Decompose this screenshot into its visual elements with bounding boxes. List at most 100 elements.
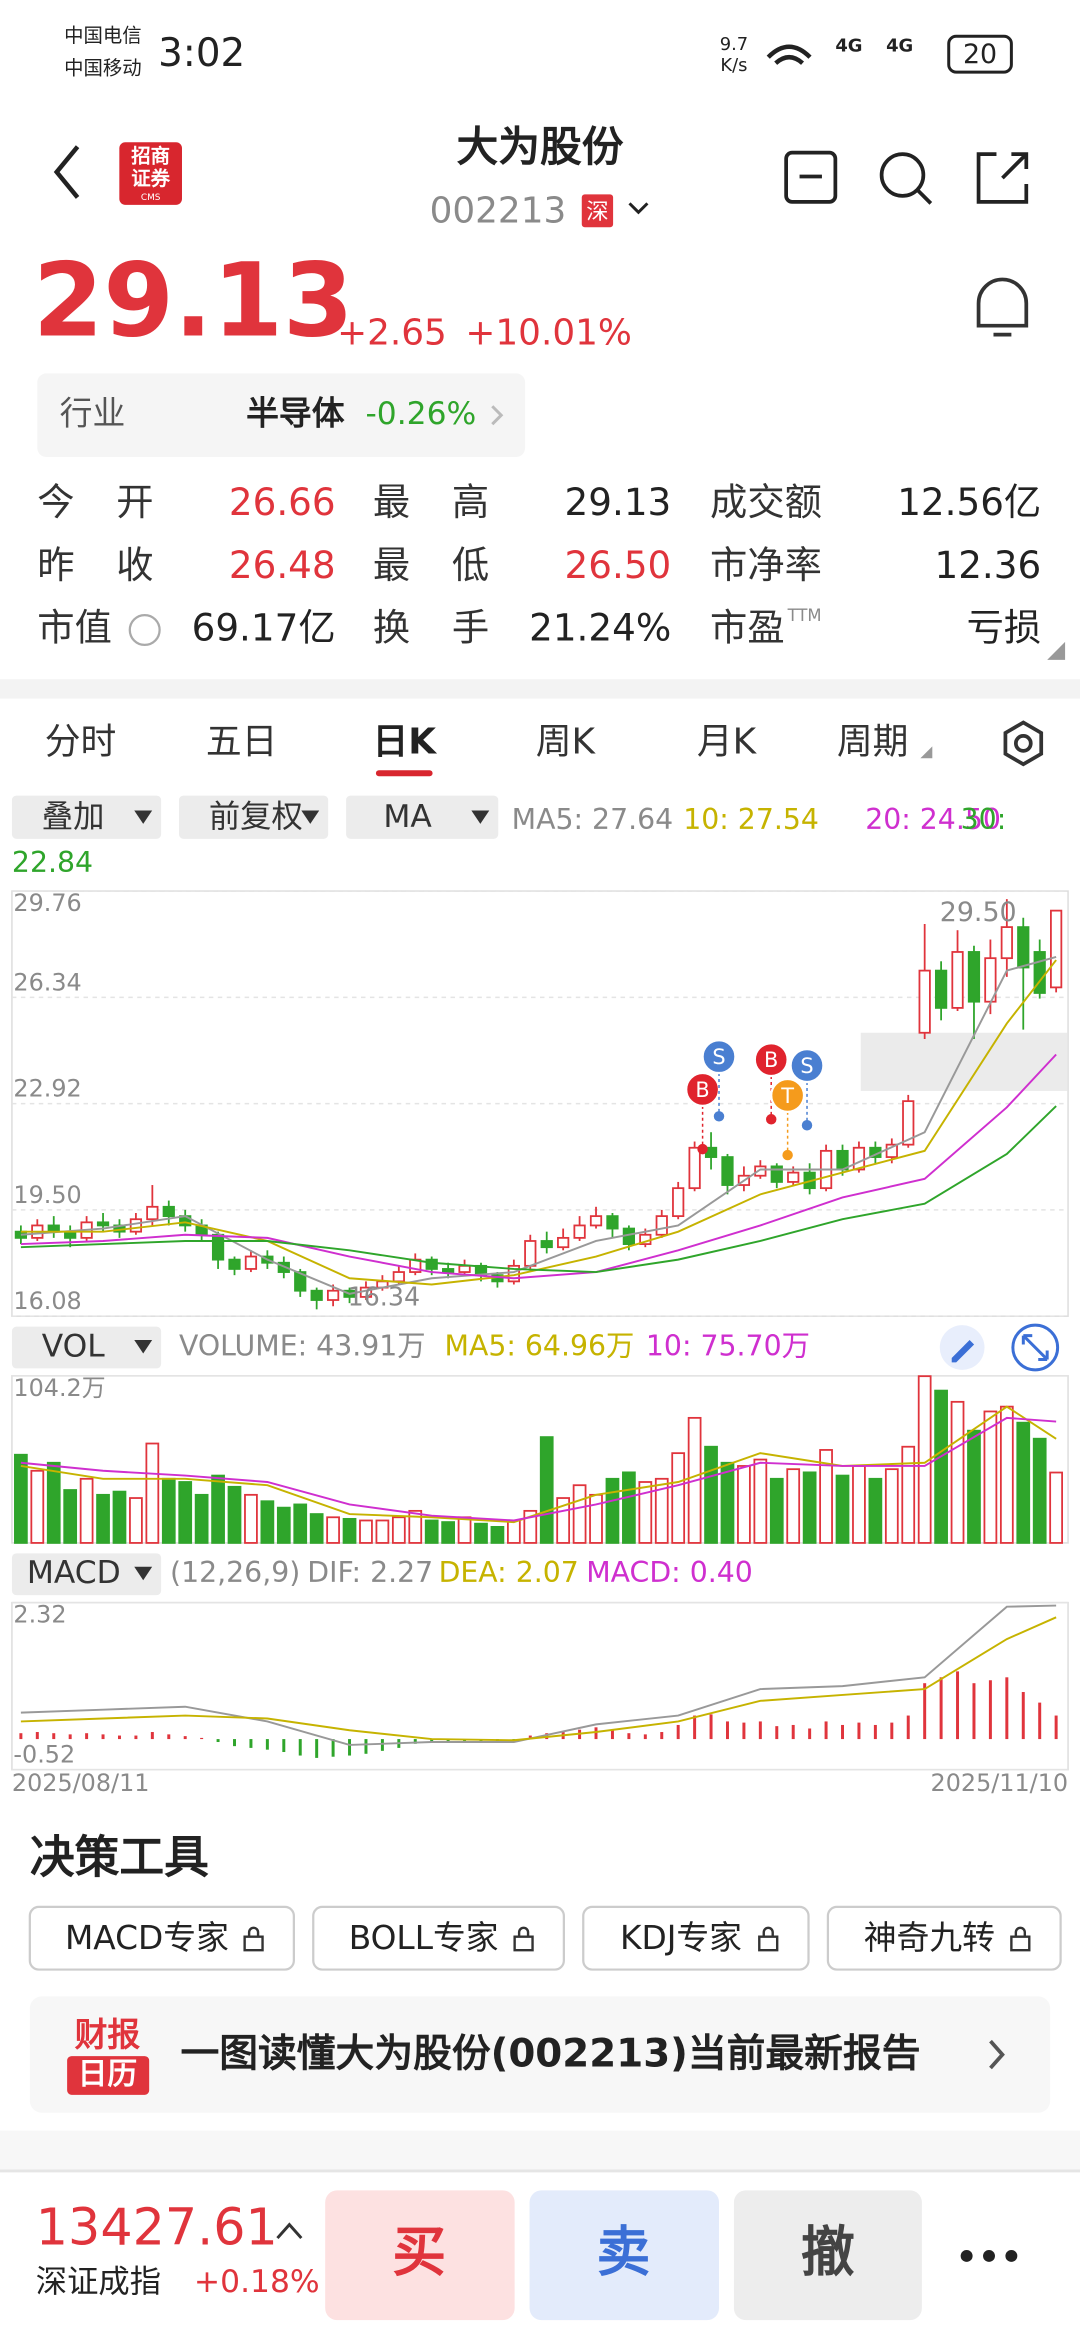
control-label: MACD	[27, 1555, 121, 1591]
tool-button[interactable]	[312, 1905, 565, 1971]
tab[interactable]: 月K	[697, 721, 758, 762]
stat-label: 昨 收	[37, 543, 168, 587]
lock-icon	[243, 1926, 264, 1952]
cancel-button[interactable]	[733, 2190, 922, 2321]
macd-legend: (12,26,9)	[170, 1556, 300, 1589]
signal-badge[interactable]	[753, 1042, 789, 1078]
volume-legend: 10: 75.70万	[646, 1330, 810, 1363]
tab[interactable]: 分时	[45, 721, 117, 762]
report-banner[interactable]	[29, 1996, 1051, 2113]
cancel-label[interactable]: 撤	[801, 2221, 855, 2284]
control-button[interactable]	[11, 1326, 162, 1369]
control-button[interactable]	[346, 795, 499, 839]
volume-bar	[638, 1481, 653, 1544]
stat-label: 最 低	[373, 543, 504, 587]
signal-dot	[782, 1149, 793, 1161]
logo-text: 招商	[131, 145, 170, 168]
tool-button[interactable]	[28, 1905, 295, 1971]
control-label: VOL	[42, 1329, 106, 1365]
tab[interactable]: 周期	[837, 721, 909, 762]
expand-button[interactable]	[1011, 1323, 1060, 1372]
next-row	[0, 2130, 1080, 2176]
alert-button[interactable]	[976, 277, 1029, 337]
volume-bar	[654, 1477, 669, 1544]
buy-button[interactable]	[325, 2190, 515, 2321]
settings-button[interactable]	[1003, 720, 1044, 767]
signal-label: S	[800, 1054, 813, 1078]
tab[interactable]: 五日	[206, 721, 278, 762]
net-speed: 9.7	[720, 34, 748, 55]
signal-badge[interactable]	[789, 1048, 825, 1084]
volume-bar	[868, 1477, 883, 1544]
macd-legend: DEA: 2.07	[439, 1556, 579, 1589]
change-pct: +10.01%	[465, 313, 632, 354]
control-caret	[134, 1566, 153, 1581]
volume-bar	[391, 1516, 406, 1544]
stat-value: 26.48	[229, 543, 336, 587]
ma30-line	[20, 1105, 1057, 1274]
wifi-icon	[766, 44, 812, 65]
control-caret	[134, 1340, 153, 1354]
section-title: 决策工具	[30, 1831, 209, 1884]
tab[interactable]: 日K	[372, 721, 437, 762]
tool-button[interactable]	[826, 1905, 1062, 1971]
volume-ma5-line	[20, 1405, 1057, 1524]
stat-value: 12.56亿	[897, 480, 1041, 524]
ma10-line	[20, 959, 1057, 1286]
sell-label[interactable]: 卖	[597, 2221, 651, 2284]
signal-badge[interactable]	[770, 1077, 806, 1113]
candle-body	[540, 1240, 553, 1249]
signal-dot	[801, 1120, 813, 1131]
stat-value: 亏损	[967, 606, 1042, 650]
control-button[interactable]	[11, 1553, 162, 1596]
volume-bar	[819, 1449, 833, 1544]
code-dropdown[interactable]	[628, 202, 649, 215]
lock-icon	[513, 1926, 534, 1952]
candle-body	[458, 1264, 471, 1273]
candle-body	[96, 1221, 110, 1227]
sell-button[interactable]	[529, 2190, 720, 2321]
volume-bar	[342, 1517, 357, 1544]
candle-body	[392, 1271, 405, 1283]
tool-label: BOLL专家	[349, 1919, 499, 1957]
stock-name: 大为股份	[457, 122, 624, 171]
volume-bar	[490, 1525, 505, 1544]
volume-bar	[1049, 1471, 1063, 1544]
volume-bar	[79, 1477, 94, 1544]
volume-bar	[211, 1474, 225, 1544]
ma-legend: 20: 24.50	[865, 803, 1001, 836]
control-label: 前复权	[209, 799, 303, 835]
volume-bar	[769, 1477, 784, 1544]
info-icon[interactable]	[128, 613, 161, 647]
volume-legend: MA5: 64.96万	[445, 1330, 635, 1363]
buy-label[interactable]: 买	[392, 2221, 446, 2284]
signal-label: S	[712, 1045, 725, 1069]
date-label: 2025/11/10	[931, 1769, 1069, 1797]
volume-bar	[309, 1513, 324, 1544]
market: 深	[586, 199, 608, 225]
tool-label: MACD专家	[65, 1919, 229, 1957]
index-expand[interactable]	[276, 2222, 303, 2240]
y-tick-label: 104.2万	[13, 1374, 105, 1402]
tab[interactable]: 周K	[536, 721, 597, 762]
control-button[interactable]	[11, 795, 162, 839]
more-button[interactable]	[960, 2250, 1018, 2262]
industry-box[interactable]	[37, 373, 526, 457]
minus-button[interactable]	[784, 150, 838, 204]
candle-body	[573, 1224, 586, 1239]
signal-badge[interactable]	[701, 1039, 737, 1075]
stat-label: 市盈	[710, 606, 785, 650]
signal-badge[interactable]	[685, 1071, 721, 1107]
back-button[interactable]	[53, 145, 80, 199]
search-button[interactable]	[879, 152, 926, 198]
logo-text: 证券	[131, 167, 170, 190]
control-button[interactable]	[179, 795, 329, 839]
industry-arrow	[491, 405, 504, 426]
share-button[interactable]	[976, 152, 1029, 204]
price: 29.13	[33, 242, 354, 360]
volume-bar	[194, 1493, 209, 1544]
candle-body	[524, 1240, 537, 1267]
carrier: 中国移动	[64, 57, 142, 80]
tool-button[interactable]	[582, 1905, 810, 1971]
candle-body	[146, 1205, 159, 1221]
